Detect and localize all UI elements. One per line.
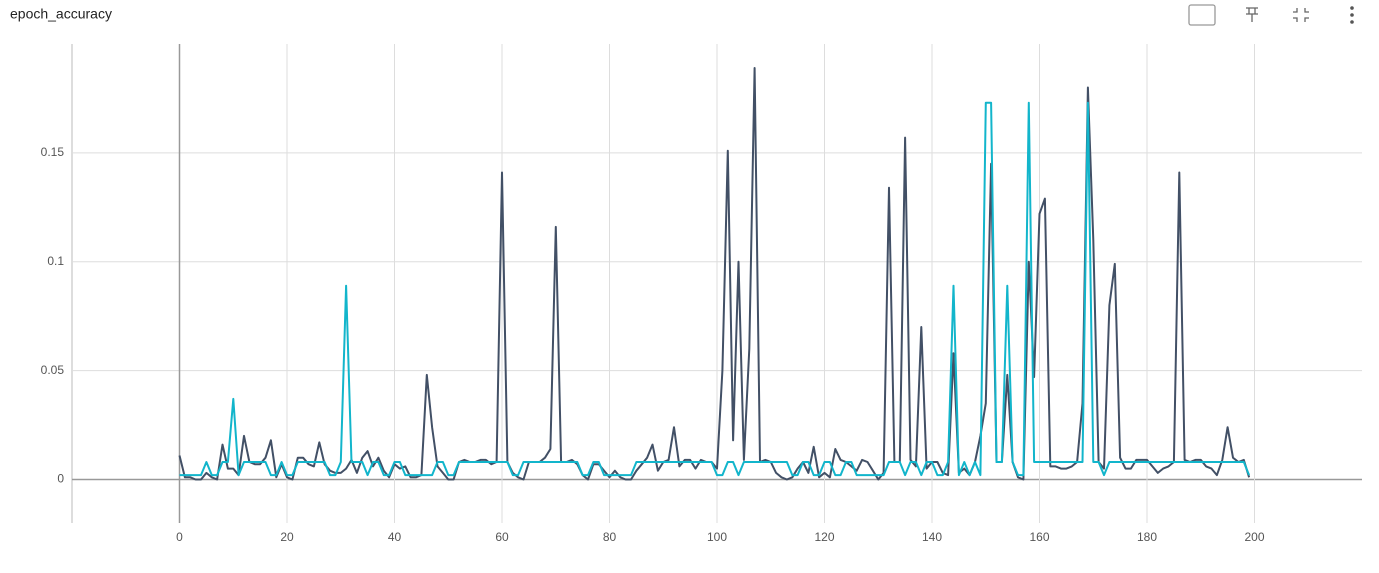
chart-title: epoch_accuracy (10, 6, 112, 22)
y-tick-label: 0.05 (41, 363, 65, 377)
x-tick-label: 120 (814, 530, 834, 544)
y-tick-label: 0.15 (41, 145, 65, 159)
pin-button[interactable] (1246, 7, 1258, 22)
x-tick-label: 200 (1244, 530, 1264, 544)
x-tick-label: 160 (1029, 530, 1049, 544)
x-tick-label: 60 (495, 530, 509, 544)
x-tick-label: 80 (603, 530, 617, 544)
x-tick-label: 40 (388, 530, 402, 544)
series-line (179, 101, 1251, 477)
x-tick-label: 140 (922, 530, 942, 544)
x-tick-label: 100 (707, 530, 727, 544)
fit-button[interactable] (1188, 4, 1216, 26)
y-tick-label: 0.1 (47, 254, 64, 268)
toolbar (1188, 4, 1354, 26)
x-tick-label: 0 (176, 530, 183, 544)
series-line (178, 67, 1251, 481)
menu-button[interactable] (1350, 6, 1354, 24)
x-tick-label: 20 (280, 530, 294, 544)
y-tick-label: 0 (57, 472, 64, 486)
collapse-button[interactable] (1293, 8, 1309, 22)
x-tick-label: 180 (1137, 530, 1157, 544)
